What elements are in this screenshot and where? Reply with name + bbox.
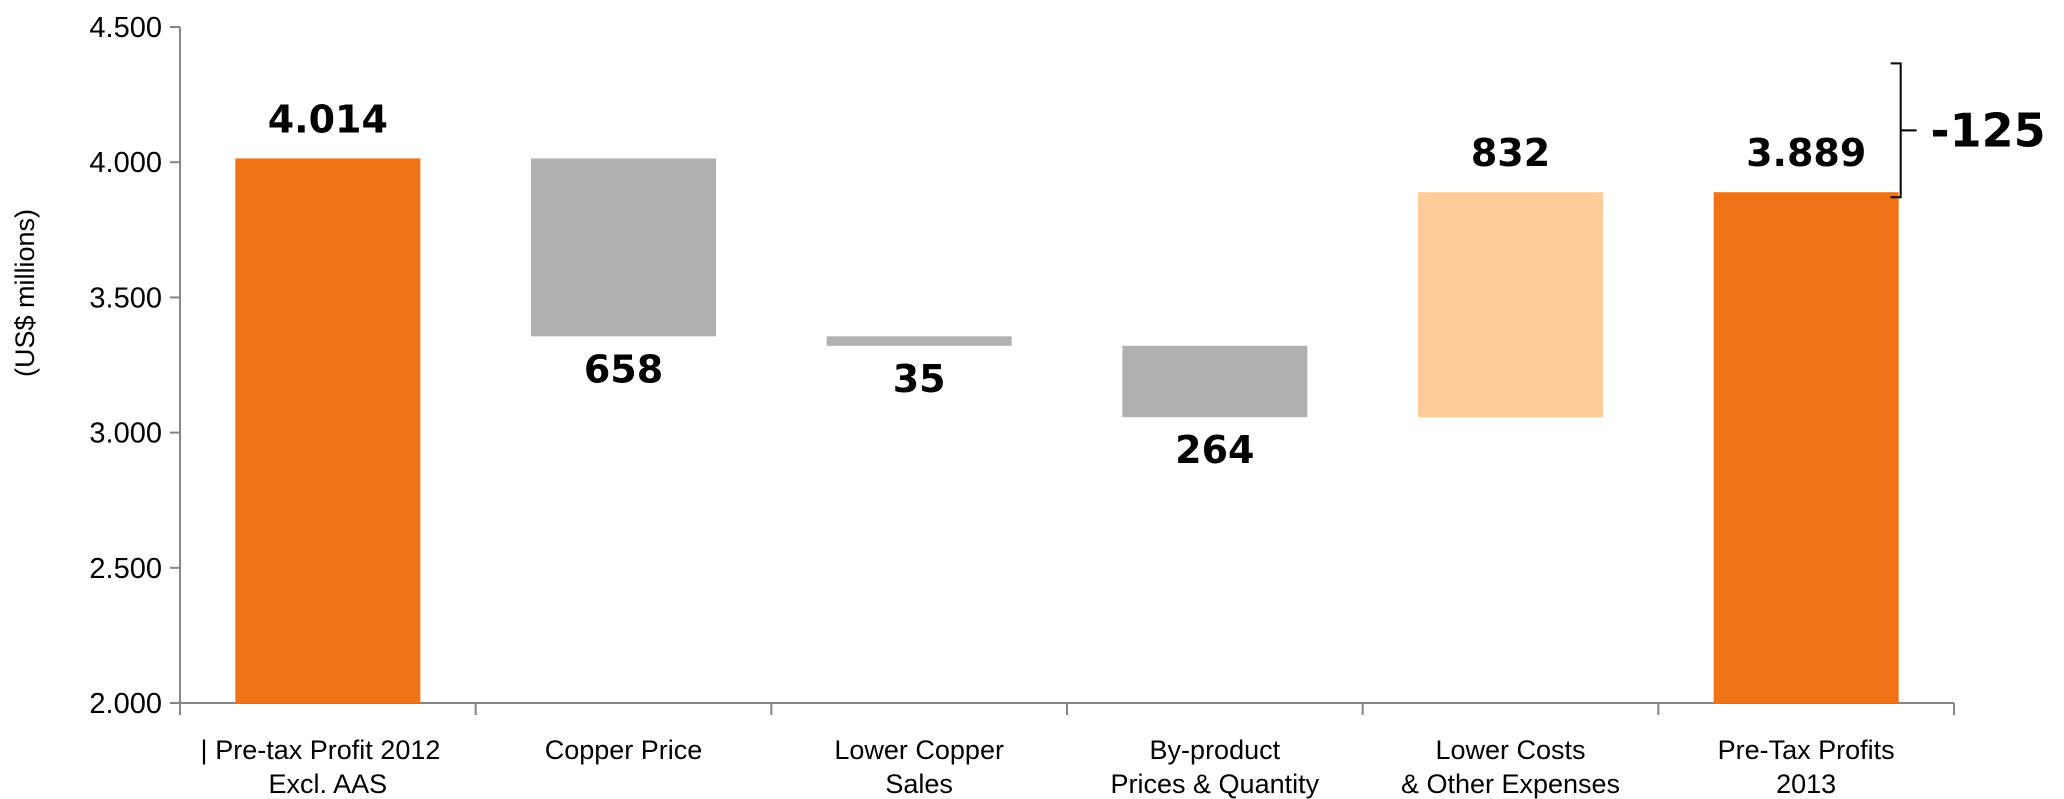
data-labels: 4.014 658 35 264 832 3.889 [268,97,1867,472]
x-category-label: Copper Price [545,735,703,765]
x-axis: Pre-tax Profit 2012 Excl. AAS Copper Price… [179,702,1955,799]
y-axis-title: (US$ millions) [10,209,40,377]
y-tick-label: 4.500 [89,12,162,44]
bar-value-label: 658 [584,347,663,391]
category-marker: | [200,735,207,765]
x-category-label: By-product Prices & Quantity [1111,735,1320,799]
x-category-label: Lower Costs & Other Expenses [1401,735,1620,799]
bar-value-label: 3.889 [1746,131,1866,175]
x-category-label: Pre-tax Profit 2012 Excl. AAS [215,735,440,799]
bar-value-label: 4.014 [268,97,388,141]
waterfall-bar [1418,192,1603,418]
bar-value-label: 35 [893,357,946,401]
waterfall-bar [235,158,421,703]
y-tick-label: 2.500 [89,553,162,585]
waterfall-bar [1713,192,1899,703]
y-tick-label: 2.000 [89,688,162,720]
bar-value-label: 832 [1471,131,1550,175]
change-label: -125 [1931,103,2046,157]
x-category-label: Lower Copper Sales [834,735,1004,799]
y-tick-label: 4.000 [89,147,162,179]
y-tick-label: 3.000 [89,418,162,450]
waterfall-bar [1122,345,1308,418]
bar-value-label: 264 [1175,428,1254,472]
waterfall-bar [826,336,1012,346]
bars [235,158,1899,703]
change-bracket [1890,62,1917,199]
y-tick-label: 3.500 [89,282,162,314]
waterfall-bar [531,158,716,337]
change-annotation: -125 [1890,62,2046,199]
y-axis: 2.000 2.500 3.000 3.500 4.000 4.500 [89,12,181,720]
x-category-label: Pre-Tax Profits 2013 [1718,735,1895,799]
